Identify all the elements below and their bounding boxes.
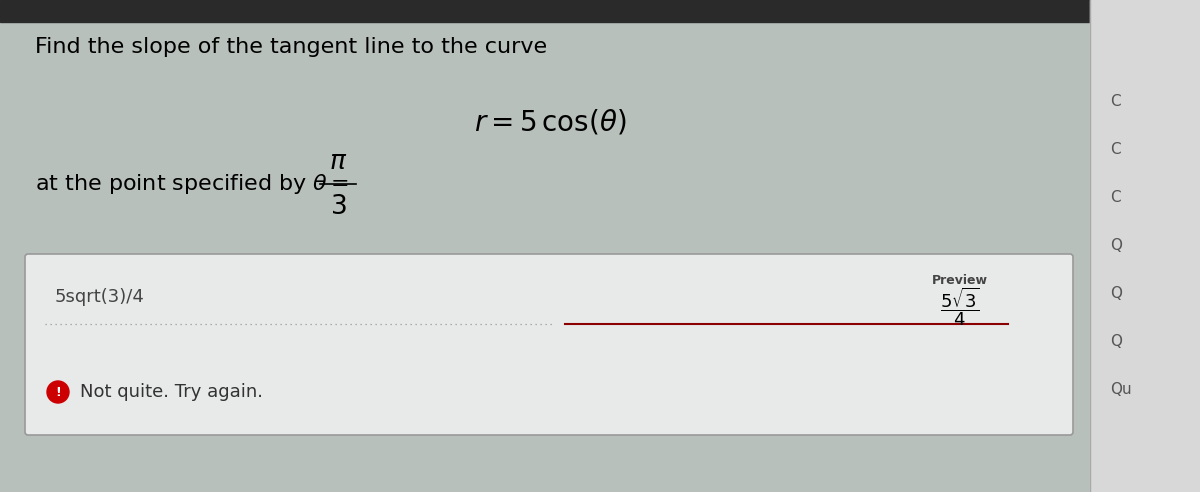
Text: Preview: Preview <box>932 274 988 286</box>
Text: Q: Q <box>1110 286 1122 302</box>
Text: C: C <box>1110 94 1121 110</box>
Text: C: C <box>1110 143 1121 157</box>
Text: 5sqrt(3)/4: 5sqrt(3)/4 <box>55 288 145 306</box>
Text: C: C <box>1110 190 1121 206</box>
Bar <box>1090 0 1200 492</box>
Text: Find the slope of the tangent line to the curve: Find the slope of the tangent line to th… <box>35 37 547 57</box>
Text: Qu: Qu <box>1110 382 1132 398</box>
Text: $r = 5\,\cos(\theta)$: $r = 5\,\cos(\theta)$ <box>474 107 626 136</box>
FancyBboxPatch shape <box>25 254 1073 435</box>
Circle shape <box>47 381 70 403</box>
Text: Q: Q <box>1110 239 1122 253</box>
Text: at the point specified by $\theta =$: at the point specified by $\theta =$ <box>35 172 349 196</box>
Text: !: ! <box>55 386 61 399</box>
Text: $\dfrac{5\sqrt{3}}{4}$: $\dfrac{5\sqrt{3}}{4}$ <box>940 286 980 328</box>
Text: Not quite. Try again.: Not quite. Try again. <box>80 383 263 401</box>
Text: Q: Q <box>1110 335 1122 349</box>
Bar <box>0 0 1200 22</box>
Text: $3$: $3$ <box>330 194 347 219</box>
Text: $\pi$: $\pi$ <box>329 149 347 174</box>
